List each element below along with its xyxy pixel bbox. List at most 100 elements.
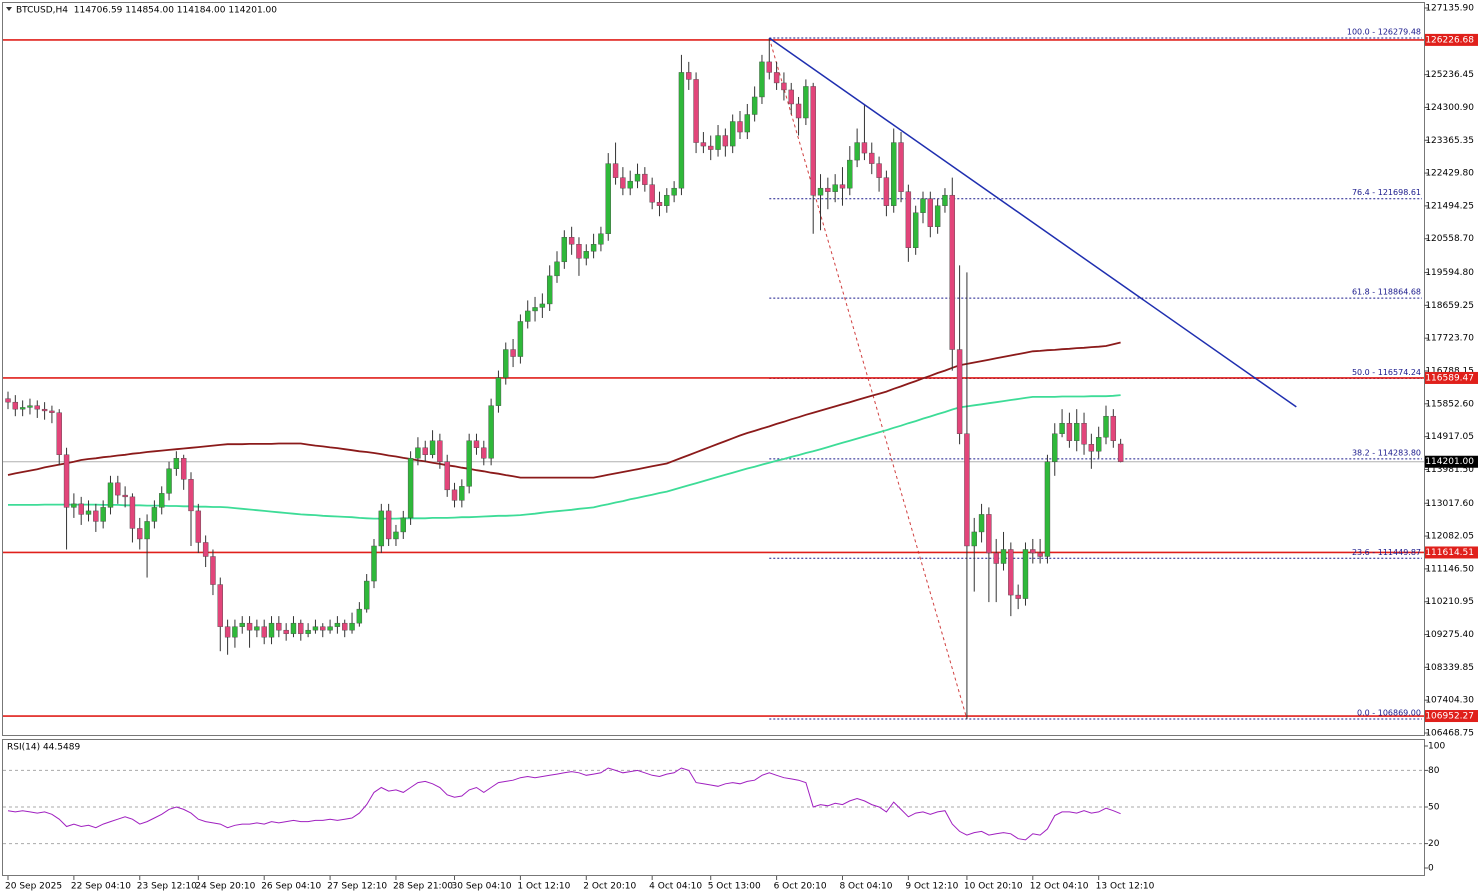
candle-body <box>1081 422 1087 445</box>
candle-body <box>642 173 648 185</box>
candle-body <box>927 198 934 227</box>
y-tick-label: 108339.85 <box>1425 663 1474 673</box>
x-tick-label: 30 Sep 04:10 <box>452 882 512 892</box>
candle-body <box>63 454 70 508</box>
fib-label: 0.0 - 106869.00 <box>1357 708 1421 717</box>
candle-body <box>1030 549 1036 554</box>
rsi-line <box>7 767 1121 841</box>
candle-body <box>656 201 663 206</box>
x-tick-label: 2 Oct 20:10 <box>583 882 636 892</box>
level-tag-label: 106952.27 <box>1425 712 1474 722</box>
candle-body <box>920 198 926 213</box>
candle-body <box>788 89 794 105</box>
candle-body <box>576 244 582 259</box>
candle-body <box>363 580 370 610</box>
level-tag-label: 126226.68 <box>1425 35 1474 45</box>
candle-body <box>1095 437 1102 452</box>
candle-body <box>978 514 985 533</box>
fib-label: 61.8 - 118864.68 <box>1352 288 1421 297</box>
candle-body <box>78 503 84 515</box>
candle-body <box>503 349 509 378</box>
candle-body <box>546 275 553 305</box>
x-tick-label: 13 Oct 12:10 <box>1096 882 1155 892</box>
y-tick-label: 124300.90 <box>1425 103 1474 113</box>
candle-body <box>400 517 406 533</box>
candle-body <box>451 489 458 501</box>
y-tick-label: 118659.25 <box>1425 301 1474 311</box>
candle-body <box>590 244 597 252</box>
candle-body <box>466 440 472 487</box>
candle-body <box>422 447 428 455</box>
candle-body <box>41 408 48 412</box>
candle-body <box>56 412 62 455</box>
candle-body <box>1117 443 1124 462</box>
candle-body <box>781 82 787 91</box>
candle-body <box>473 440 480 448</box>
candle-body <box>803 86 809 119</box>
candle-body <box>202 542 209 557</box>
candle-body <box>305 629 311 634</box>
main-frame <box>2 2 1425 736</box>
candle-body <box>495 377 502 406</box>
candle-body <box>107 482 114 508</box>
x-tick-label: 22 Sep 04:10 <box>71 882 131 892</box>
candle-body <box>320 626 326 631</box>
candle-body <box>27 405 33 408</box>
candle-body <box>217 584 223 627</box>
candle-body <box>100 507 106 522</box>
last-price-tag <box>1425 455 1478 468</box>
candle-body <box>246 622 253 631</box>
candle-body <box>759 61 765 98</box>
y-tick-label: 115852.60 <box>1425 399 1474 409</box>
candle-body <box>173 458 180 470</box>
candle-body <box>532 307 538 312</box>
candle-body <box>283 629 289 634</box>
header: BTCUSD,H4 114706.59 114854.00 114184.00 … <box>16 6 277 16</box>
candle-body <box>598 233 604 245</box>
x-tick-label: 26 Sep 04:10 <box>261 882 321 892</box>
candle-body <box>686 72 692 80</box>
candle-body <box>276 622 282 631</box>
candle-body <box>224 626 231 638</box>
x-tick-label: 8 Oct 04:10 <box>839 882 892 892</box>
x-tick-label: 24 Sep 20:10 <box>195 882 255 892</box>
candle-body <box>839 184 846 189</box>
candle-body <box>722 135 729 147</box>
rsi-tick-label: 0 <box>1428 864 1434 874</box>
trendline <box>768 37 1297 408</box>
fib-label: 50.0 - 116574.24 <box>1352 368 1421 377</box>
x-tick-label: 9 Oct 12:10 <box>905 882 958 892</box>
candle-body <box>1074 422 1080 441</box>
candle-body <box>5 398 11 403</box>
fib-label: 100.0 - 126279.48 <box>1347 28 1421 37</box>
candle-body <box>1015 594 1021 599</box>
x-tick-label: 27 Sep 12:10 <box>327 882 387 892</box>
candle-body <box>810 86 816 196</box>
candle-body <box>137 528 143 540</box>
candle-body <box>605 163 611 234</box>
candle-body <box>459 486 465 501</box>
candle-body <box>861 142 868 154</box>
candle-body <box>1008 549 1014 596</box>
candle-body <box>1110 415 1117 441</box>
candle-body <box>488 405 494 459</box>
y-tick-label: 107404.30 <box>1425 696 1474 706</box>
candle-body <box>583 251 589 259</box>
candle-body <box>876 163 882 178</box>
y-tick-label: 122429.80 <box>1425 169 1474 179</box>
candle-body <box>188 479 194 512</box>
candle-body <box>517 321 524 357</box>
candle-body <box>144 521 150 540</box>
y-tick-label: 114917.05 <box>1425 432 1474 442</box>
y-tick-label: 116788.15 <box>1425 366 1474 376</box>
fib-label: 38.2 - 114283.80 <box>1352 448 1421 457</box>
candle-body <box>12 401 19 410</box>
candle-body <box>261 626 267 638</box>
candle-body <box>561 237 568 263</box>
candle-body <box>612 163 619 178</box>
x-tick-label: 5 Oct 13:00 <box>708 882 761 892</box>
y-tick-label: 112082.05 <box>1425 532 1474 542</box>
candle-body <box>19 407 26 410</box>
candle-body <box>85 510 92 515</box>
y-tick-label: 106468.75 <box>1425 728 1474 738</box>
